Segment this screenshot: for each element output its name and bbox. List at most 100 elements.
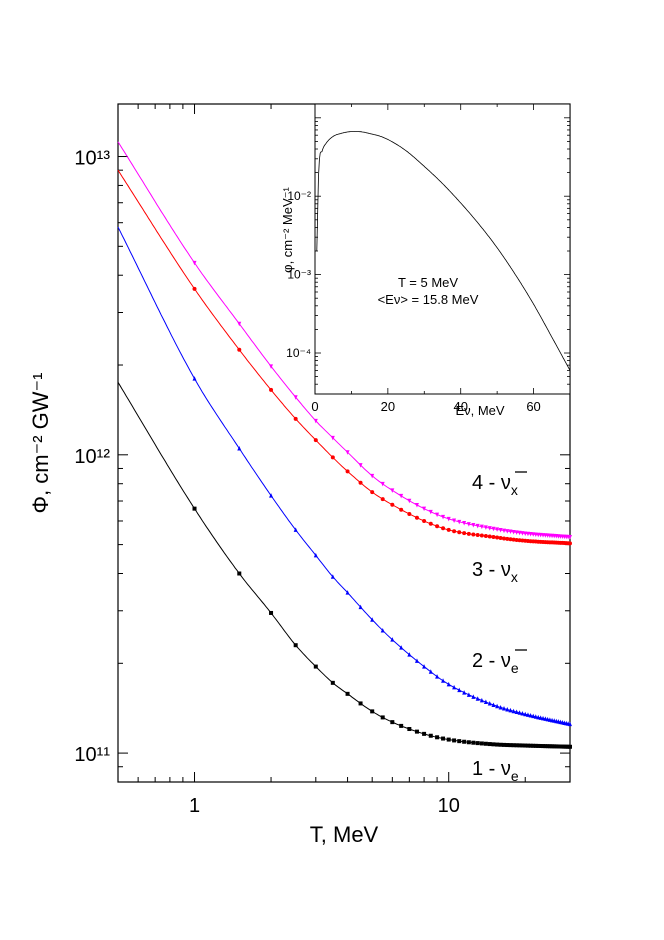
series-marker <box>483 699 488 705</box>
series-marker <box>457 687 462 693</box>
series-marker <box>452 518 457 523</box>
series-marker <box>471 523 476 528</box>
series-marker <box>483 741 488 746</box>
series-marker <box>525 712 530 717</box>
series-marker <box>435 674 440 679</box>
series-marker <box>479 697 484 703</box>
series-marker <box>428 669 433 674</box>
series-marker <box>380 627 385 633</box>
series-marker <box>192 376 197 381</box>
series-label-1: 1 - νe <box>472 758 519 784</box>
series-marker <box>414 515 419 520</box>
series-marker <box>498 704 503 710</box>
series-marker <box>538 715 543 720</box>
series-marker <box>511 708 516 714</box>
series-marker <box>487 534 492 539</box>
inset-spectrum-line <box>316 131 571 371</box>
series-marker <box>380 497 385 502</box>
series-marker <box>487 742 492 747</box>
series-marker <box>293 643 298 648</box>
series-marker <box>380 715 385 720</box>
inset-x-tick-label: 40 <box>453 399 467 414</box>
series-marker <box>502 706 507 711</box>
series-marker <box>483 525 488 530</box>
series-label-4: 4 - νx <box>472 472 518 498</box>
series-marker <box>192 260 197 266</box>
inset-y-tick-label: 10⁻⁴ <box>286 346 311 360</box>
series-marker <box>462 739 467 744</box>
series-marker <box>511 529 516 535</box>
series-marker <box>414 658 419 663</box>
series-marker <box>487 526 492 531</box>
inset-x-tick-label: 0 <box>311 399 318 414</box>
series-marker <box>192 286 197 291</box>
series-marker <box>330 574 335 579</box>
series-marker <box>498 528 503 533</box>
series-marker <box>313 438 318 443</box>
y-tick-label: 10¹¹ <box>74 744 110 766</box>
series-marker <box>550 744 555 749</box>
series-marker <box>536 743 541 748</box>
series-marker <box>345 450 350 455</box>
series-marker <box>269 364 274 369</box>
series-marker <box>435 524 440 529</box>
series-marker <box>457 519 462 525</box>
series-marker <box>508 743 513 748</box>
series-marker <box>428 509 433 515</box>
series-marker <box>514 530 519 535</box>
series-marker <box>517 743 522 748</box>
series-marker <box>237 445 242 451</box>
series-marker <box>293 527 298 532</box>
inset-plot-frame <box>314 103 571 395</box>
series-marker <box>345 469 350 474</box>
series-marker <box>358 604 363 610</box>
series-marker <box>520 711 525 716</box>
series-marker <box>370 709 375 714</box>
inset-y-tick-label: 10⁻³ <box>287 268 311 282</box>
series-marker <box>514 709 519 715</box>
series-marker <box>390 488 395 493</box>
series-marker <box>491 526 496 532</box>
series-marker <box>370 473 375 479</box>
series-marker <box>441 736 446 741</box>
series-marker <box>441 526 446 531</box>
main-series-labels: 1 - νe 2 - νe 3 - νx 4 - νx <box>472 471 527 784</box>
series-marker <box>313 418 318 424</box>
series-marker <box>541 744 546 749</box>
series-marker <box>483 534 488 539</box>
series-marker <box>370 617 375 622</box>
series-marker <box>407 727 412 732</box>
series-marker <box>533 743 538 748</box>
series-marker <box>538 744 543 749</box>
series-marker <box>523 531 528 536</box>
series-marker <box>508 529 513 535</box>
series-marker <box>399 507 404 512</box>
series-marker <box>568 744 572 749</box>
x-tick-label: 1 <box>189 795 200 817</box>
series-marker <box>358 701 363 706</box>
inset-axis-ticks: 0 20 40 60 10⁻⁴ 10⁻³ 10⁻² <box>286 104 571 414</box>
series-marker <box>545 744 550 749</box>
inset-y-axis-title: φ, cm⁻² MeV⁻¹ <box>280 186 295 272</box>
series-marker <box>422 506 427 512</box>
series-marker <box>505 536 510 541</box>
series-marker <box>505 706 510 712</box>
series-marker <box>399 493 404 499</box>
series-marker <box>407 511 412 516</box>
series-marker <box>446 527 451 532</box>
series-marker <box>508 537 513 542</box>
series-marker <box>498 742 503 747</box>
series-marker <box>479 533 484 538</box>
series-marker <box>446 516 451 522</box>
series-marker <box>498 536 503 541</box>
series-marker <box>505 529 510 534</box>
series-marker <box>568 721 572 727</box>
series-marker <box>407 498 412 504</box>
series-marker <box>399 723 404 728</box>
series-marker <box>293 416 298 421</box>
inset-series-line <box>316 131 571 371</box>
series-marker <box>466 740 471 745</box>
series-marker <box>536 714 541 720</box>
inset-x-tick-label: 20 <box>381 399 395 414</box>
main-x-axis-title: T, MeV <box>310 822 379 847</box>
